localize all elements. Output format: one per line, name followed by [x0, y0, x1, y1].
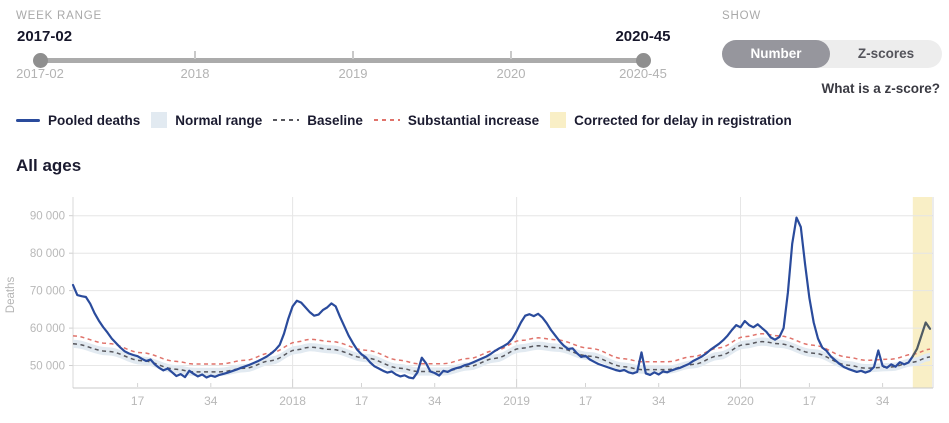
- x-tick-label: 34: [876, 394, 890, 408]
- slider-axis-label: 2019: [338, 66, 368, 81]
- legend-label: Corrected for delay in registration: [574, 112, 792, 128]
- legend-label: Substantial increase: [407, 112, 540, 128]
- pooled-deaths-line-corrected: [911, 321, 932, 358]
- pooled-deaths-line: [71, 216, 914, 380]
- slider-year-tick-2018: [194, 51, 196, 59]
- week-range-end-value: 2020-45: [615, 28, 671, 45]
- slider-year-tick-2020: [510, 51, 512, 59]
- x-tick-label: 17: [131, 394, 145, 408]
- x-tick-label: 17: [355, 394, 369, 408]
- pooled-deaths-swatch: [16, 118, 40, 122]
- week-range-label: WEEK RANGE: [16, 10, 102, 22]
- y-tick-label: 80 000: [30, 248, 65, 260]
- baseline-line: [72, 340, 931, 373]
- y-tick-label: 60 000: [30, 323, 65, 335]
- chart-canvas: 50 000 60 000 70 000 80 000 90 000 17 34 2018 17…: [5, 197, 934, 408]
- week-range-start-handle[interactable]: [32, 53, 48, 68]
- legend-item-corrected-delay: Corrected for delay in registration: [550, 112, 792, 128]
- legend-item-baseline: Baseline: [273, 113, 363, 128]
- legend-item-pooled-deaths: Pooled deaths: [16, 113, 140, 128]
- slider-axis-label: 2017-02: [16, 66, 64, 81]
- x-tick-label: 2020: [727, 394, 754, 408]
- substantial-increase-line: [72, 332, 931, 365]
- week-range-end-handle[interactable]: [635, 53, 651, 68]
- legend-label: Normal range: [175, 112, 263, 128]
- y-tick-label: 70 000: [30, 286, 65, 298]
- legend-item-normal-range: Normal range: [151, 112, 262, 128]
- x-tick-label: 17: [579, 394, 593, 408]
- legend-label: Pooled deaths: [48, 112, 141, 128]
- chart-legend: Pooled deaths Normal range Baseline Subs…: [16, 112, 792, 128]
- pooled-deaths-chart: 50 000 60 000 70 000 80 000 90 000 17 34 2018 17…: [0, 185, 949, 423]
- week-range-slider-track[interactable]: [40, 58, 643, 63]
- slider-axis-label: 2020: [496, 66, 526, 81]
- show-label: SHOW: [722, 10, 761, 22]
- x-tick-label: 34: [428, 394, 442, 408]
- x-tick-label: 2019: [503, 394, 530, 408]
- slider-axis-label: 2018: [180, 66, 210, 81]
- what-is-zscore-link[interactable]: What is a z-score?: [821, 81, 940, 96]
- y-tick-label: 90 000: [30, 211, 65, 223]
- slider-axis-label: 2020-45: [619, 66, 667, 81]
- corrected-region: [912, 197, 932, 388]
- x-tick-label: 34: [204, 394, 218, 408]
- x-tick-label: 2018: [279, 394, 306, 408]
- y-axis-title: Deaths: [5, 277, 17, 314]
- toggle-option-number[interactable]: Number: [722, 40, 830, 68]
- legend-label: Baseline: [307, 112, 363, 128]
- normal-range-swatch: [151, 112, 168, 128]
- substantial-increase-swatch: [373, 119, 400, 121]
- baseline-swatch: [273, 119, 300, 121]
- chart-title: All ages: [16, 156, 82, 175]
- week-range-start-value: 2017-02: [17, 28, 73, 45]
- number-zscore-toggle: Number Z-scores: [722, 40, 942, 68]
- y-tick-label: 50 000: [30, 361, 65, 373]
- slider-year-tick-2019: [352, 51, 354, 59]
- corrected-delay-swatch: [550, 112, 567, 128]
- x-tick-label: 17: [803, 394, 817, 408]
- x-tick-label: 34: [652, 394, 666, 408]
- toggle-option-zscores[interactable]: Z-scores: [857, 46, 915, 61]
- legend-item-substantial-increase: Substantial increase: [373, 112, 540, 128]
